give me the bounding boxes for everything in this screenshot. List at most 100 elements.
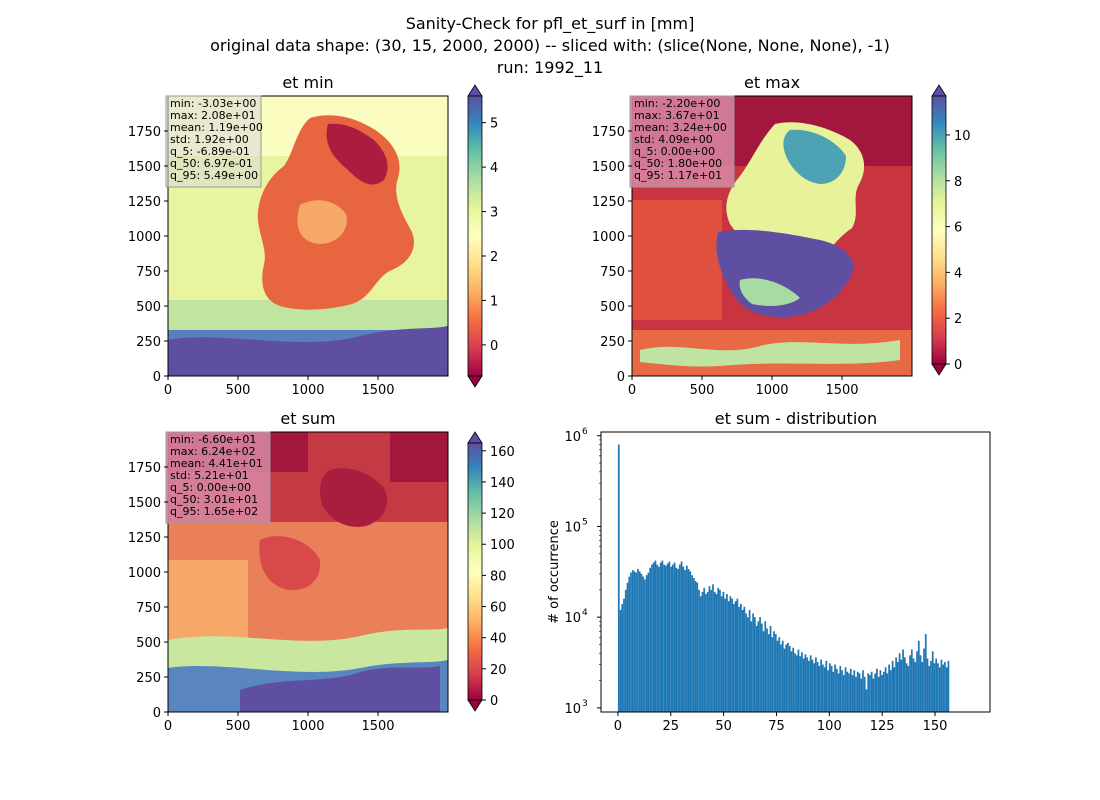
histogram-bar	[792, 647, 795, 712]
histogram-bar	[790, 651, 793, 712]
histogram-bar	[769, 625, 772, 712]
histogram-bar	[867, 673, 870, 712]
histogram-bar	[870, 671, 873, 712]
y-tick-label: 1000	[592, 230, 625, 245]
histogram-bar	[891, 660, 894, 712]
histogram-bar	[797, 649, 800, 712]
histogram-bar	[848, 673, 850, 712]
histogram-bar	[898, 653, 901, 712]
histogram-bar	[841, 670, 843, 712]
y-tick-label: 10	[564, 702, 581, 717]
histogram-bar	[663, 564, 666, 712]
histogram-bar	[893, 667, 896, 712]
x-tick-label: 150	[923, 719, 948, 734]
histogram-bar	[773, 631, 775, 712]
histogram-bar	[916, 651, 918, 712]
histogram-bar	[720, 596, 723, 712]
histogram-bar	[645, 575, 648, 712]
histogram-bar	[708, 586, 711, 712]
histogram-bar	[621, 603, 624, 712]
y-tick-label: 250	[136, 671, 161, 686]
stats-line: q_95: 1.17e+01	[634, 169, 722, 182]
histogram-bar	[795, 655, 798, 712]
histogram-bar	[856, 671, 859, 712]
histogram-bar	[665, 565, 667, 712]
histogram-bar	[633, 571, 636, 712]
histogram-bar	[780, 644, 782, 712]
histogram-bar	[921, 662, 924, 712]
histogram-bar	[884, 667, 887, 712]
y-tick-label: 1000	[128, 230, 161, 245]
axis-ticks: 0 500 1000 1500 0 250 500 750 1000 1250 1500 1750	[128, 461, 395, 734]
x-tick-label: 1000	[291, 719, 324, 734]
stats-line: min: -2.20e+00	[634, 97, 720, 110]
x-tick-label: 50	[715, 719, 732, 734]
panel-title: et sum - distribution	[715, 409, 877, 428]
colorbar-tick-label: 10	[954, 129, 971, 144]
panel-et-min: et min min: -3.03e+00 max: 2.08e+01 mean…	[128, 73, 498, 398]
panel-title: et min	[282, 73, 333, 92]
histogram-bar	[677, 568, 679, 712]
colorbar-tick-label: 80	[490, 569, 507, 584]
colorbar-tick-label: 100	[490, 538, 515, 553]
x-tick-label: 0	[614, 719, 622, 734]
histogram-bar	[801, 652, 803, 712]
stats-line: mean: 3.24e+00	[634, 121, 727, 134]
histogram-bar	[710, 589, 713, 712]
histogram-bar	[858, 673, 861, 712]
stats-line: std: 5.21e+01	[170, 469, 249, 482]
y-tick-label: 0	[153, 706, 161, 721]
histogram-bar	[919, 655, 922, 712]
colorbar-tick-label: 0	[490, 339, 498, 354]
histogram-bar	[637, 568, 639, 712]
histogram-bar	[895, 657, 897, 712]
histogram-bar	[828, 663, 831, 712]
colorbar: 0 2 4 6 8 10	[931, 84, 971, 376]
histogram-bar	[651, 564, 653, 712]
axis-ticks: 0 500 1000 1500 0 250 500 750 1000 1250 1500 1750	[128, 125, 395, 398]
histogram-bar	[771, 637, 774, 712]
heatmap-image	[168, 96, 448, 376]
stats-line: q_5: 0.00e+00	[170, 481, 251, 494]
stats-line: std: 4.09e+00	[634, 133, 713, 146]
histogram-bar	[783, 648, 786, 712]
histogram-bar	[759, 617, 761, 712]
axis-ticks: 0 500 1000 1500 0 250 500 750 1000 1250 1500 1750	[592, 125, 859, 398]
y-tick-label: 1750	[128, 125, 161, 140]
colorbar-gradient	[931, 95, 947, 365]
colorbar-tick-label: 4	[490, 161, 498, 176]
x-tick-label: 1000	[755, 383, 788, 398]
histogram-bar	[879, 670, 882, 712]
histogram-bar	[905, 663, 908, 712]
colorbar-tick-label: 4	[954, 266, 962, 281]
histogram-bar	[811, 659, 814, 712]
histogram-bar	[656, 564, 659, 712]
y-tick-label: 500	[136, 300, 161, 315]
histogram-bar	[794, 653, 796, 712]
histogram-bar	[902, 649, 904, 712]
histogram-bar	[753, 617, 756, 712]
x-tick-label: 500	[690, 383, 715, 398]
histogram-bar	[944, 662, 946, 712]
y-axis-label: # of occurrence	[547, 520, 562, 624]
histogram-bar	[692, 578, 695, 712]
y-tick-label: 1000	[128, 566, 161, 581]
figure-title-line-2: original data shape: (30, 15, 2000, 2000…	[210, 36, 890, 55]
histogram-bar	[865, 689, 868, 712]
histogram-bar	[881, 675, 884, 712]
histogram-bar	[748, 609, 751, 712]
stats-line: max: 3.67e+01	[634, 109, 720, 122]
y-tick-label: 0	[617, 370, 625, 385]
histogram-bar	[896, 662, 899, 712]
histogram-bar	[731, 598, 734, 712]
histogram-bar	[623, 598, 625, 712]
histogram-bar	[750, 621, 753, 712]
histogram-bar	[757, 621, 760, 712]
histogram-bar	[837, 673, 840, 712]
histogram-bar	[630, 572, 632, 712]
histogram-bar	[738, 606, 741, 712]
x-tick-label: 125	[870, 719, 895, 734]
histogram-bar	[876, 668, 878, 712]
histogram-bar	[818, 665, 821, 712]
